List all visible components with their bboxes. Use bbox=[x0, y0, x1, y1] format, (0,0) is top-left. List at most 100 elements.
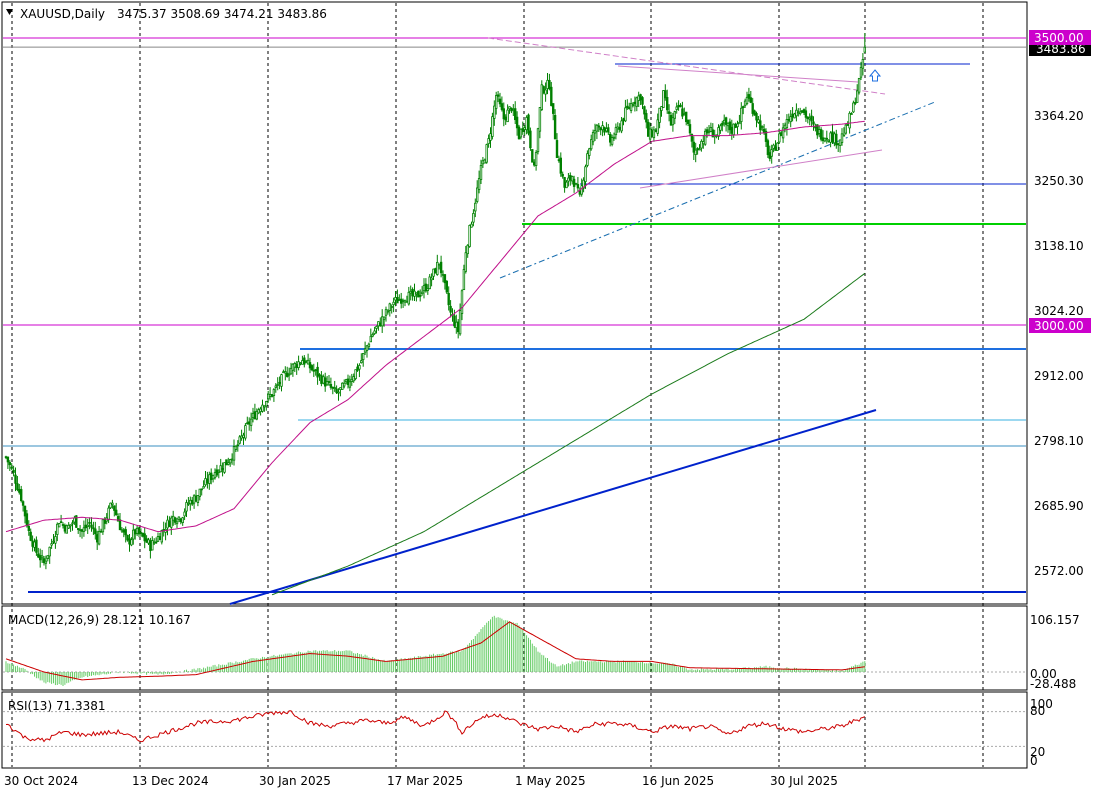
candle-body bbox=[329, 383, 333, 388]
candle-body bbox=[363, 348, 367, 353]
candle-body bbox=[219, 465, 222, 473]
candle-body bbox=[863, 46, 867, 53]
candle-body bbox=[846, 124, 849, 126]
time-label: 30 Oct 2024 bbox=[4, 774, 78, 788]
candle-body bbox=[331, 386, 335, 389]
candle-body bbox=[21, 501, 25, 506]
candle-body bbox=[603, 127, 606, 133]
candle-body bbox=[738, 122, 741, 125]
candle-body bbox=[854, 102, 857, 104]
candle-body bbox=[656, 119, 659, 134]
candle-body bbox=[401, 300, 405, 302]
candle-body bbox=[812, 121, 815, 125]
candle-body bbox=[848, 112, 851, 129]
candle-body bbox=[272, 389, 276, 396]
candle-body bbox=[563, 177, 566, 188]
candle-body bbox=[407, 291, 411, 305]
candle-body bbox=[422, 285, 426, 292]
candle-body bbox=[770, 149, 773, 157]
candle-body bbox=[648, 128, 652, 140]
candle-body bbox=[133, 529, 137, 535]
candle-body bbox=[168, 520, 171, 527]
candle-body bbox=[242, 434, 245, 438]
candle-body bbox=[519, 128, 523, 138]
candle-body bbox=[795, 109, 798, 117]
candle-body bbox=[654, 129, 658, 133]
candle-body bbox=[394, 297, 397, 301]
candle-body bbox=[92, 527, 95, 530]
candle-body bbox=[694, 149, 697, 155]
candle-body bbox=[177, 516, 181, 520]
candle-body bbox=[179, 518, 183, 523]
candle-body bbox=[405, 300, 409, 303]
candle-body bbox=[544, 89, 547, 95]
candle-body bbox=[677, 105, 680, 107]
candle-body bbox=[721, 122, 724, 126]
candle-body bbox=[399, 298, 403, 304]
candle-body bbox=[276, 384, 279, 386]
candle-body bbox=[37, 553, 40, 558]
price-tick: 2912.00 bbox=[1034, 369, 1084, 383]
candle-body bbox=[635, 97, 639, 107]
candle-body bbox=[588, 148, 591, 156]
candle-body bbox=[238, 436, 241, 444]
candle-body bbox=[293, 363, 297, 368]
candle-body bbox=[151, 540, 154, 551]
candle-body bbox=[304, 361, 308, 364]
candle-body bbox=[681, 108, 684, 117]
candle-body bbox=[702, 141, 705, 145]
candle-body bbox=[236, 444, 240, 447]
candle-body bbox=[50, 543, 53, 546]
candle-body bbox=[494, 95, 498, 109]
candle-body bbox=[705, 129, 709, 134]
candle-body bbox=[753, 110, 756, 116]
candle-body bbox=[533, 161, 536, 166]
candle-body bbox=[19, 489, 23, 502]
candle-body bbox=[517, 126, 521, 140]
candle-body bbox=[666, 96, 669, 111]
candle-body bbox=[415, 292, 418, 295]
candle-body bbox=[369, 335, 373, 343]
candle-body bbox=[742, 106, 745, 108]
candle-body bbox=[616, 126, 620, 130]
price-tick: 3138.10 bbox=[1034, 239, 1084, 253]
candle-body bbox=[759, 120, 762, 131]
candle-body bbox=[113, 505, 116, 511]
candle-body bbox=[650, 130, 654, 137]
candle-body bbox=[143, 533, 146, 542]
candle-body bbox=[352, 376, 355, 382]
candle-body bbox=[86, 524, 89, 528]
candle-body bbox=[166, 519, 169, 529]
candle-body bbox=[211, 474, 215, 480]
candle-body bbox=[135, 527, 139, 534]
candle-body bbox=[557, 159, 561, 162]
candle-body bbox=[700, 140, 703, 149]
candle-body bbox=[14, 474, 17, 484]
candle-body bbox=[584, 166, 587, 182]
candle-body bbox=[683, 113, 686, 116]
candle-body bbox=[719, 125, 722, 131]
candle-body bbox=[455, 321, 458, 329]
candle-body bbox=[18, 488, 21, 493]
candle-body bbox=[147, 539, 150, 544]
candle-body bbox=[491, 116, 494, 137]
candle-body bbox=[614, 127, 618, 136]
dropdown-triangle-icon[interactable] bbox=[6, 9, 13, 15]
candle-body bbox=[420, 291, 424, 295]
candle-body bbox=[852, 102, 855, 113]
candle-body bbox=[266, 393, 270, 400]
candle-body bbox=[479, 164, 483, 180]
candle-body bbox=[857, 77, 861, 93]
candle-body bbox=[734, 124, 737, 128]
candle-body bbox=[40, 555, 44, 559]
candle-body bbox=[65, 525, 69, 534]
candle-body bbox=[390, 306, 393, 308]
candle-body bbox=[228, 459, 232, 464]
rsi-tick-100: 100 bbox=[1030, 697, 1053, 711]
candle-body bbox=[806, 116, 810, 119]
candle-body bbox=[726, 122, 730, 127]
candle-body bbox=[514, 108, 517, 121]
candle-body bbox=[728, 121, 732, 131]
candle-body bbox=[312, 369, 316, 372]
